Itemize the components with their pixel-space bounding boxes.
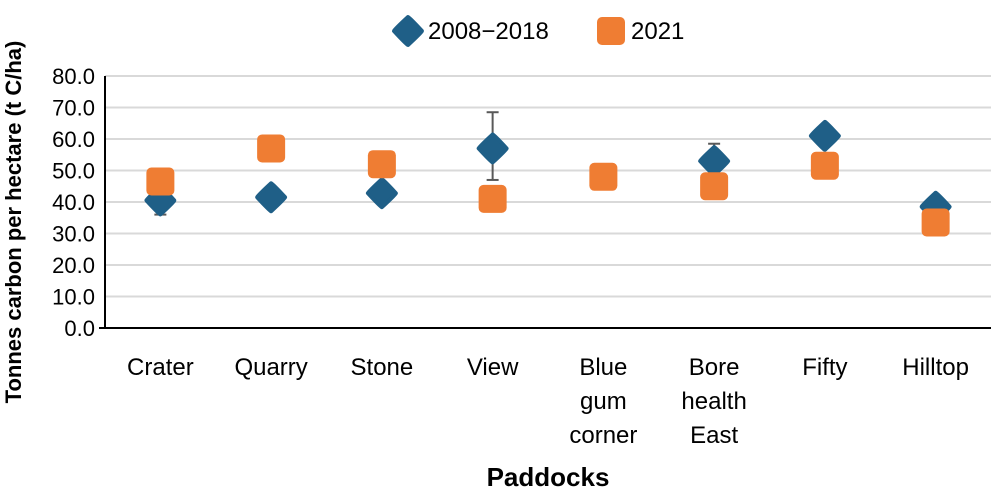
data-markers: [144, 119, 952, 237]
legend: 2008−2018 2021: [392, 15, 684, 47]
legend-marker-square: [597, 17, 625, 45]
square-marker: [810, 151, 839, 180]
y-tick-labels: 0.0 10.0 20.0 30.0 40.0 50.0 60.0 70.0 80.0: [52, 64, 95, 341]
legend-label: 2021: [631, 18, 684, 45]
legend-marker-diamond: [392, 15, 424, 47]
square-marker: [700, 172, 729, 201]
x-category-label: Crater: [127, 354, 194, 381]
x-category-labels: Crater Quarry Stone View Blue gum corner Bore he…: [127, 354, 969, 449]
x-category-label: Quarry: [234, 354, 307, 381]
y-tick-label: 40.0: [52, 190, 95, 215]
square-marker: [921, 208, 950, 237]
grid-lines: [105, 75, 991, 298]
diamond-marker: [365, 177, 398, 210]
diamond-marker: [476, 132, 509, 165]
y-tick-label: 0.0: [64, 316, 95, 341]
diamond-marker: [808, 119, 841, 152]
y-tick-label: 30.0: [52, 222, 95, 247]
square-marker: [146, 167, 175, 196]
y-axis-title: Tonnes carbon per hectare (t C/ha): [1, 41, 26, 404]
square-marker: [257, 134, 286, 163]
y-tick-label: 60.0: [52, 127, 95, 152]
y-tick-label: 50.0: [52, 159, 95, 184]
x-category-label: Stone: [351, 354, 414, 381]
x-category-label: Blue gum corner: [569, 354, 637, 449]
y-tick-label: 70.0: [52, 96, 95, 121]
x-category-label: Hilltop: [902, 354, 969, 381]
square-marker: [589, 162, 618, 191]
y-tick-label: 20.0: [52, 253, 95, 278]
legend-label: 2008−2018: [428, 18, 549, 45]
axes: [99, 76, 991, 329]
square-marker: [478, 184, 507, 213]
x-category-label: Bore health East: [681, 354, 746, 449]
y-tick-label: 80.0: [52, 64, 95, 89]
y-tick-label: 10.0: [52, 285, 95, 310]
x-category-label: Fifty: [802, 354, 847, 381]
x-category-label: View: [467, 354, 519, 381]
diamond-marker: [255, 181, 288, 214]
error-bars: [154, 111, 721, 216]
x-axis-title: Paddocks: [487, 462, 610, 492]
square-marker: [367, 150, 396, 179]
